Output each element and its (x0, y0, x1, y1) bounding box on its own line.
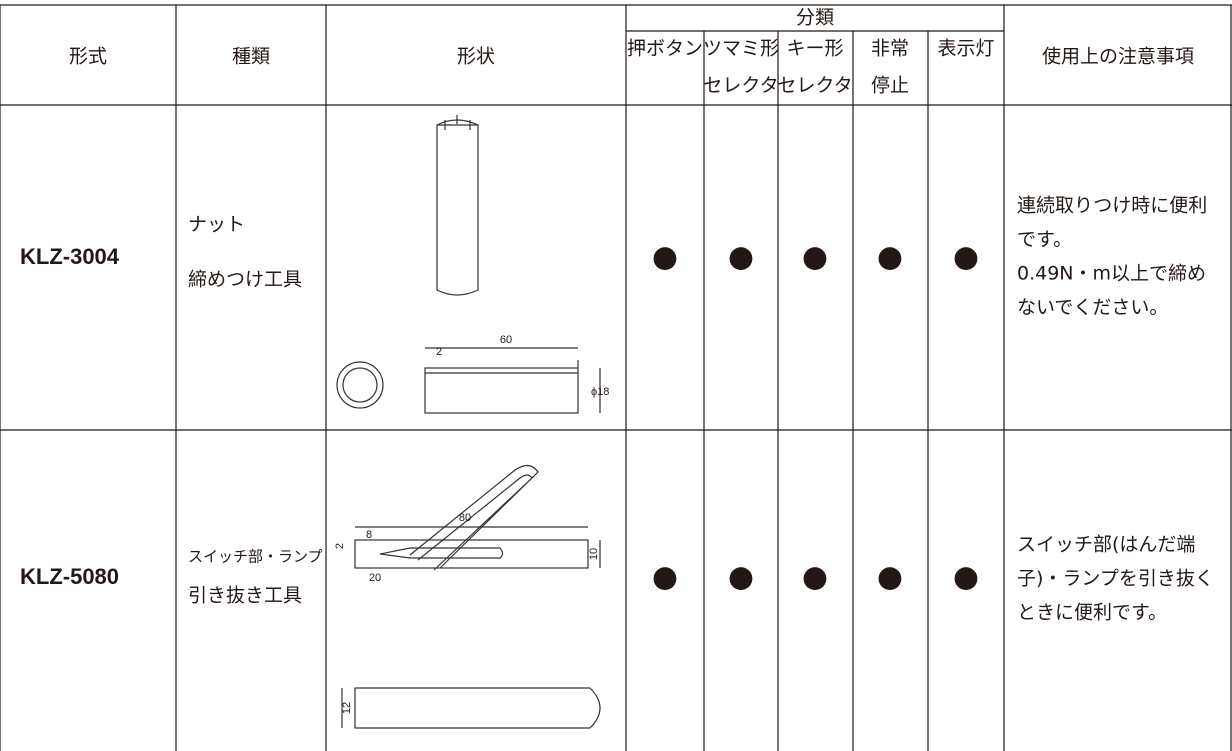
dimension: 10 (588, 548, 600, 560)
header-cell: 表示灯 (937, 38, 994, 60)
header-cell: 使用上の注意事項 (1042, 46, 1194, 68)
mark: ● (728, 560, 754, 595)
mark: ● (877, 560, 903, 595)
header-cell: 形式 (69, 46, 107, 68)
note: です。 (1017, 229, 1072, 251)
dimension: 8 (366, 529, 372, 541)
header-cell: 形状 (457, 46, 495, 68)
header-cell: 種類 (232, 46, 270, 68)
header-cell: キー形 (786, 38, 843, 60)
note: ときに便利です。 (1017, 602, 1167, 624)
table-grid (0, 4, 1232, 751)
drawing (341, 464, 601, 729)
dimension: 2 (436, 346, 442, 358)
kind: 引き抜き工具 (188, 585, 302, 607)
mark: ● (652, 240, 678, 275)
dimension: 12 (341, 702, 353, 714)
mark: ● (953, 560, 979, 595)
note: スイッチ部(はんだ端 (1017, 534, 1195, 556)
model: KLZ-5080 (20, 564, 119, 589)
header-cell: 停止 (871, 75, 909, 97)
note: 0.49N・m以上で締め (1017, 263, 1206, 285)
note: 連続取りつけ時に便利 (1017, 195, 1207, 217)
drawing (336, 115, 601, 414)
mark: ● (802, 560, 828, 595)
kind: ナット (188, 214, 245, 236)
mark: ● (728, 240, 754, 275)
dimension: 20 (369, 572, 381, 584)
header-cell: セレクタ (703, 75, 778, 97)
mark: ● (652, 560, 678, 595)
note: 子)・ランプを引き抜く (1017, 568, 1214, 590)
header-cell: セレクタ (777, 75, 852, 97)
header-cell: 押ボタン (627, 38, 703, 60)
dimension: ϕ18 (591, 386, 609, 398)
mark: ● (802, 240, 828, 275)
model: KLZ-3004 (20, 244, 120, 269)
header-cell: ツマミ形 (703, 38, 779, 60)
mark: ● (877, 240, 903, 275)
kind: 締めつけ工具 (188, 269, 302, 291)
dimension: 2 (334, 543, 346, 549)
kind: スイッチ部・ランプ (188, 548, 323, 566)
dimension: 80 (459, 512, 471, 524)
mark: ● (953, 240, 979, 275)
header-cell: 分類 (796, 7, 834, 29)
header-cell: 非常 (871, 38, 909, 60)
dimension: 60 (500, 334, 512, 346)
note: ないでください。 (1017, 297, 1168, 319)
